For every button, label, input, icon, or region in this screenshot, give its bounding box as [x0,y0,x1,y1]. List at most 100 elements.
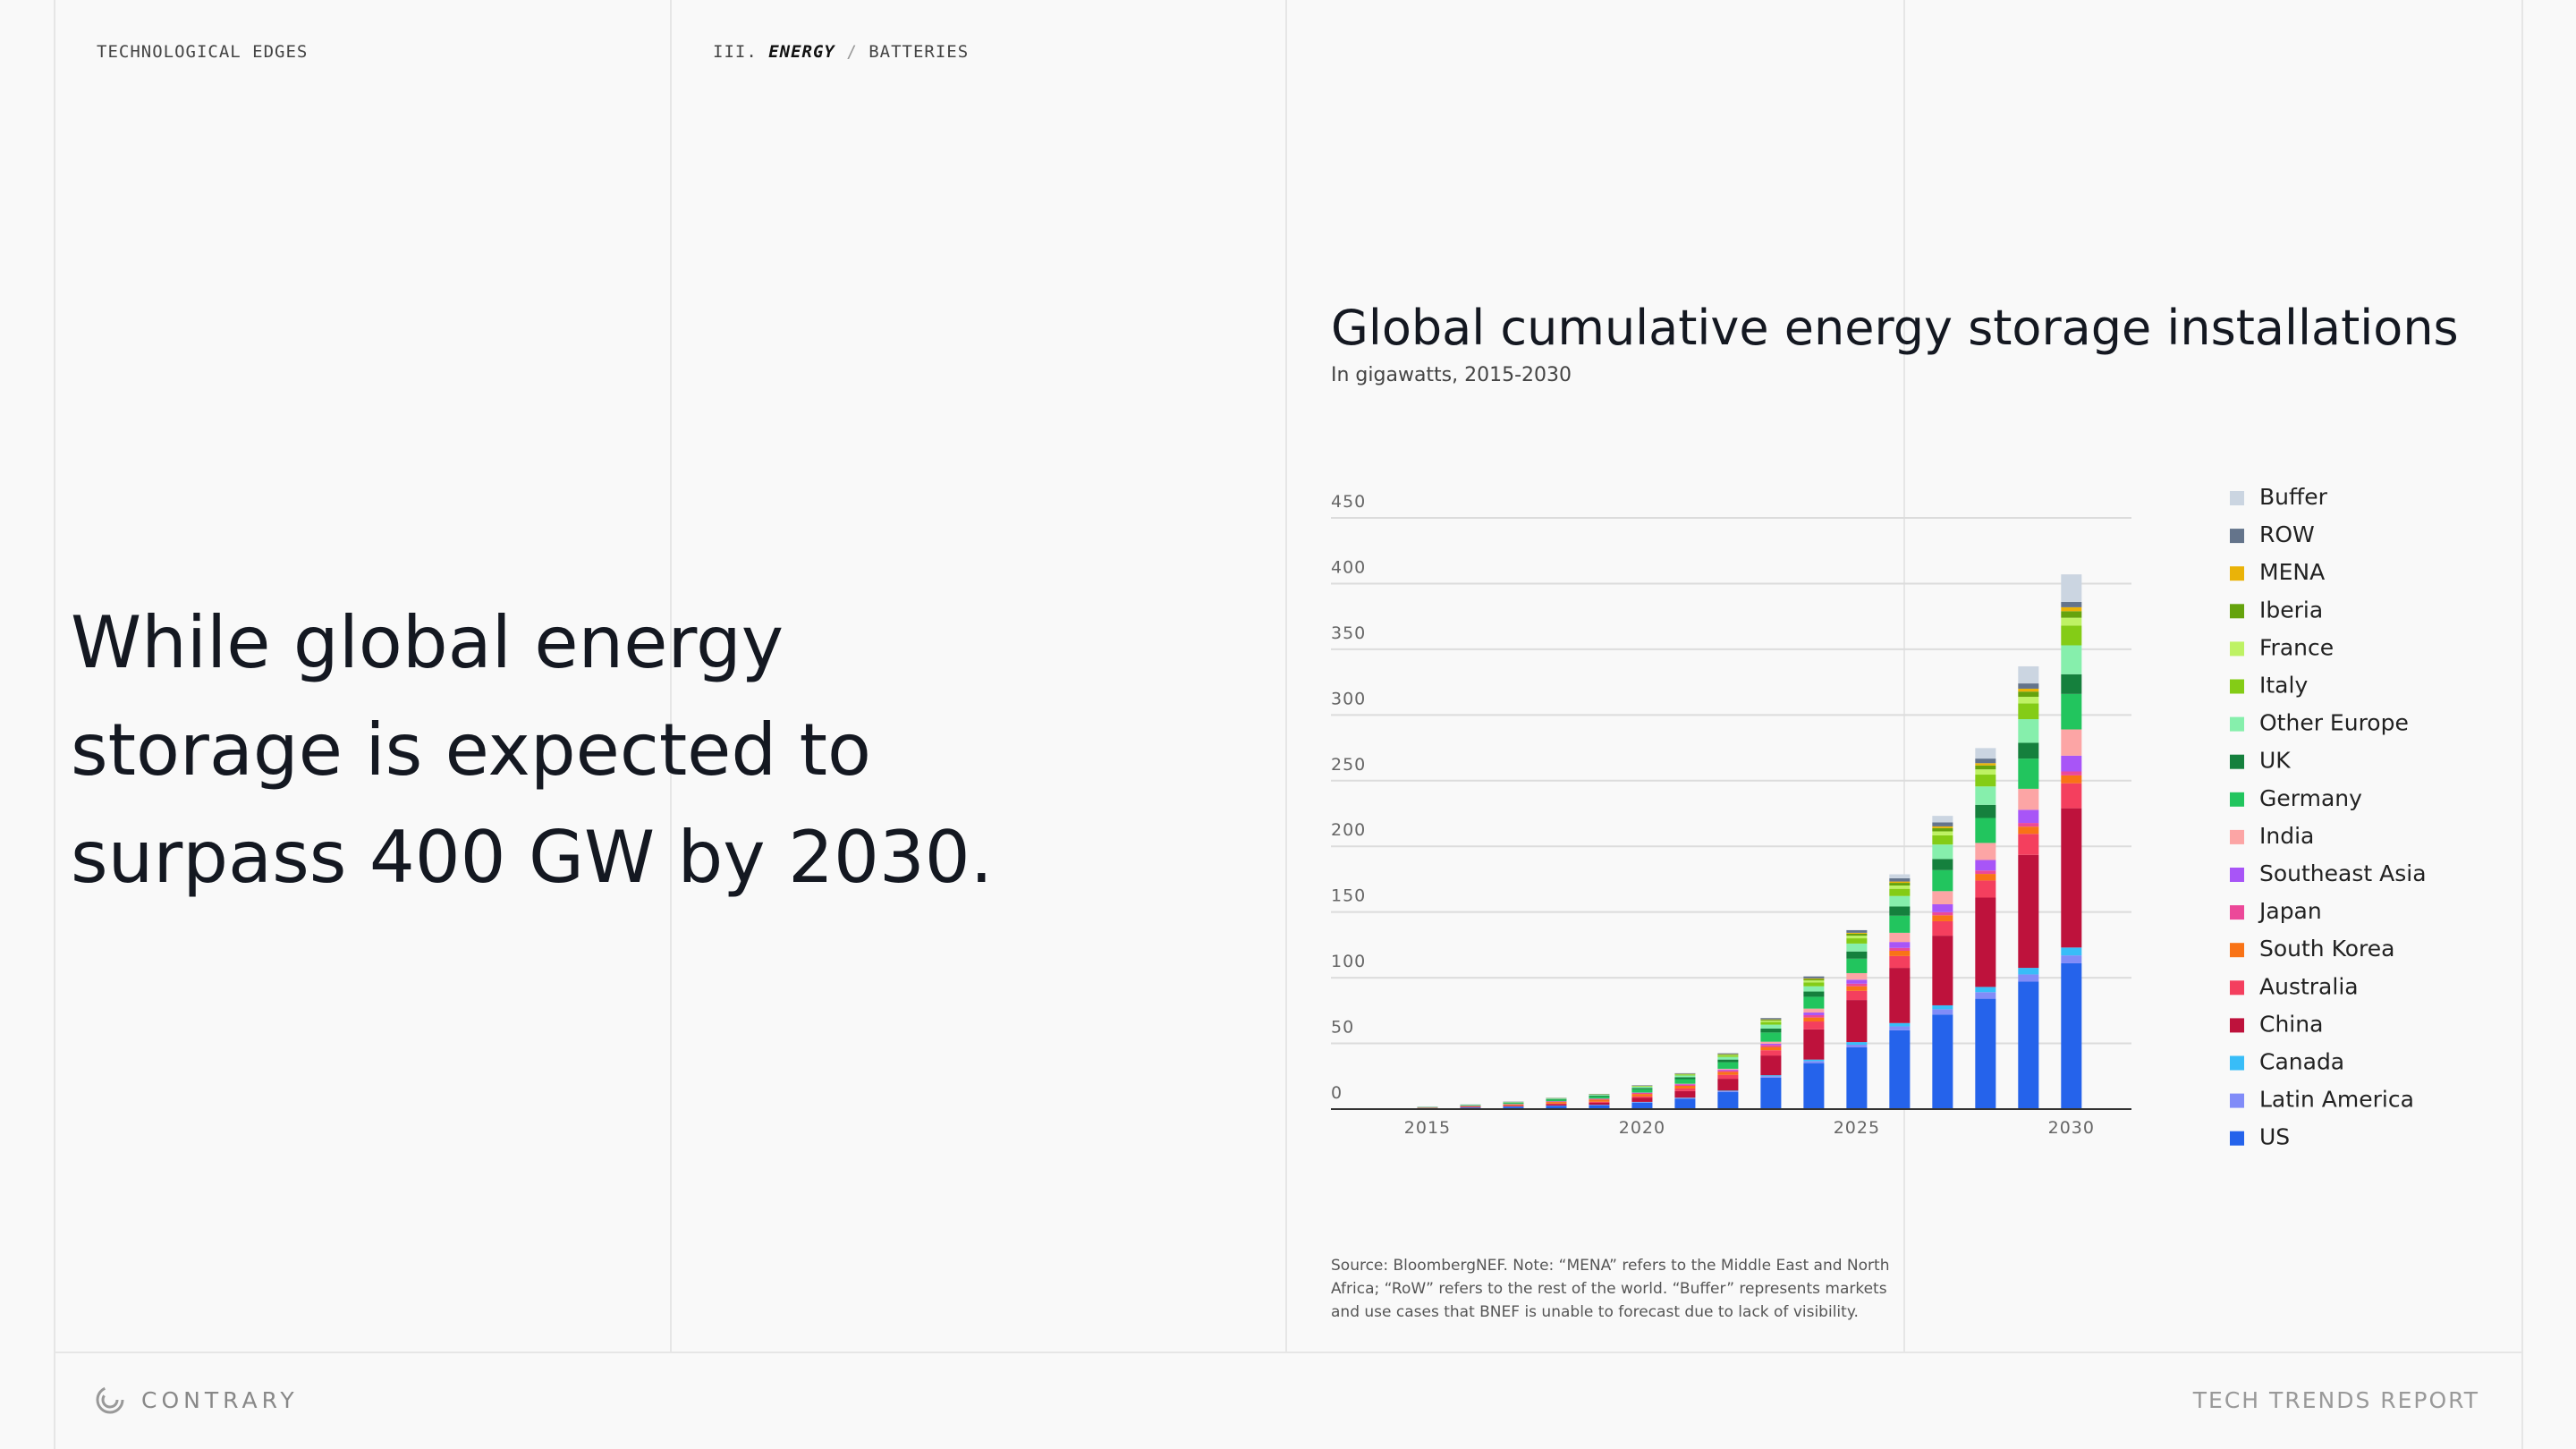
bar-segment [2018,826,2039,835]
breadcrumb-part: BATTERIES [869,42,969,62]
bar-segment [1846,990,1868,1001]
x-tick-label: 2025 [1834,1118,1880,1138]
legend-swatch [2230,1131,2244,1146]
legend-label: Southeast Asia [2259,860,2427,886]
legend-swatch [2230,1055,2244,1071]
bar-segment [2061,775,2082,784]
logo [96,1385,124,1414]
bar-segment [2018,968,2039,975]
bar-segment [1631,1092,1653,1095]
bar-segment [1546,1101,1567,1103]
bar-segment [1846,983,1868,987]
bar-segment [1932,827,1953,832]
bar-segment [1889,895,1911,907]
bar-segment [1932,911,1953,916]
bar-segment [1803,1017,1825,1022]
bar-segment [1631,1087,1653,1089]
bar-segment [2018,854,2039,969]
bar-segment [1803,982,1825,987]
bar-segment [1503,1106,1524,1109]
bar-segment [1717,1053,1739,1055]
bar-segment [1760,1043,1782,1046]
bar-segment [1674,1079,1696,1084]
bar-segment [1589,1101,1610,1103]
bar-segment [1889,942,1911,948]
bar-segment [1846,932,1868,934]
bar-segment [1760,1075,1782,1077]
bar-segment [1846,958,1868,973]
bar-segment [2018,719,2039,743]
bar-segment [1717,1059,1739,1063]
bar-segment [2061,606,2082,612]
legend-label: Canada [2259,1049,2344,1075]
bar-segment [1975,748,1996,759]
bar-segment [1803,1008,1825,1013]
legend-swatch [2230,566,2244,581]
bar-segment [2061,771,2082,775]
legend-label: India [2259,823,2314,849]
y-tick-label: 200 [1331,820,1366,840]
bar-segment [1503,1104,1524,1105]
bar-segment [1846,979,1868,984]
bar-segment [1717,1091,1739,1109]
bar-segment [1932,920,1953,936]
bar-segment [1932,869,1953,892]
bar-segment [1674,1075,1696,1078]
bar-segment [1760,1050,1782,1056]
chart-subtitle: In gigawatts, 2015-2030 [1331,364,1572,386]
bar-segment [1760,1046,1782,1051]
bar-segment [2018,834,2039,855]
bar-segment [1846,1046,1868,1109]
bar-segment [1760,1028,1782,1033]
bar-segment [1889,955,1911,969]
legend-label: MENA [2259,559,2325,585]
bar-segment [1889,1030,1911,1109]
breadcrumb: III. ENERGY / BATTERIES [713,42,969,62]
legend-swatch [2230,679,2244,694]
bar-segment [1932,1009,1953,1015]
bar-segment [1975,860,1996,871]
bar-segment [2018,758,2039,789]
legend-swatch [2230,829,2244,844]
bar-segment [1589,1096,1610,1099]
bar-segment [1803,991,1825,997]
report-name: TECH TRENDS REPORT [2192,1387,2479,1413]
bar-segment [1674,1084,1696,1087]
bar-segment [1975,987,1996,993]
bar-segment [2061,962,2082,1109]
bar-segment [1717,1072,1739,1075]
bar-segment [1975,870,1996,875]
bar-segment [1674,1088,1696,1091]
bar-segment [1631,1097,1653,1102]
legend-label: China [2259,1011,2323,1037]
bar-segment [1717,1079,1739,1091]
legend-label: UK [2259,748,2291,774]
bar-segment [2061,602,2082,607]
bar-segment [2061,783,2082,809]
bar-segment [1717,1062,1739,1069]
bar-segment [2018,788,2039,810]
bar-segment [1803,1063,1825,1109]
legend-label: South Korea [2259,936,2394,962]
bar-segment [1546,1104,1567,1106]
legend-label: US [2259,1124,2290,1150]
bar-segment [1760,1020,1782,1021]
bar-segment [1674,1098,1696,1109]
legend-swatch [2230,943,2244,958]
bar-segment [1932,1004,1953,1010]
bar-segment [1889,877,1911,882]
x-tick-label: 2020 [1619,1118,1665,1138]
legend-label: Iberia [2259,597,2323,623]
bar-segment [1546,1106,1567,1109]
bar-segment [1846,943,1868,952]
frame [54,0,2523,1449]
bar-segment [1889,883,1911,886]
legend-label: Germany [2259,785,2362,811]
source-note: Source: BloombergNEF. Note: “MENA” refer… [1331,1257,1890,1321]
bar-segment [1717,1068,1739,1070]
breadcrumb-part: III. [713,42,758,62]
y-tick-label: 50 [1331,1018,1354,1038]
legend-label: Buffer [2259,484,2328,510]
legend-swatch [2230,1018,2244,1033]
